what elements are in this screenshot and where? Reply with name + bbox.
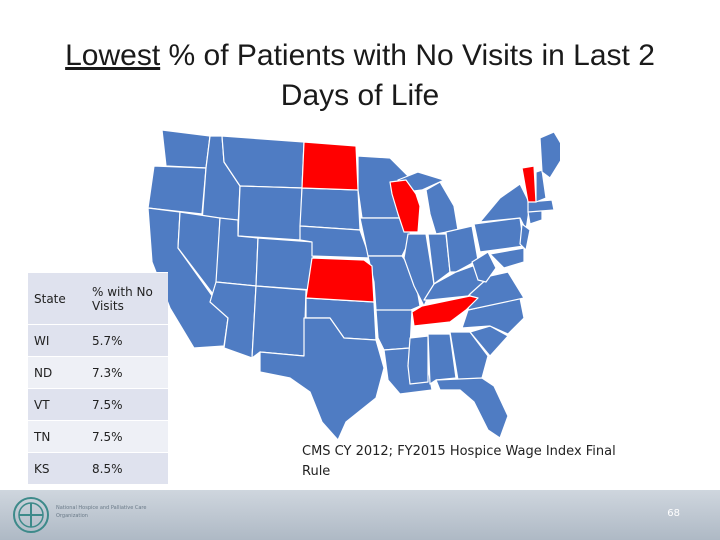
title-underlined-word: Lowest xyxy=(65,39,161,72)
state-ne xyxy=(299,225,371,259)
state-nd-highlight xyxy=(301,141,359,191)
table-cell-state: TN xyxy=(28,420,86,453)
state-ks-highlight xyxy=(305,257,375,303)
table-cell-pct: 5.7% xyxy=(86,324,168,357)
state-me xyxy=(539,131,560,179)
table-cell-state: KS xyxy=(28,452,86,485)
table-cell-state: WI xyxy=(28,324,86,357)
table-header-pct: % with No Visits xyxy=(86,272,168,325)
table-cell-state: ND xyxy=(28,356,86,389)
table-header-row: State % with No Visits xyxy=(28,272,168,325)
table-header-state: State xyxy=(28,272,86,325)
org-name: National Hospice and Palliative Care Org… xyxy=(56,505,147,519)
table-row: VT 7.5% xyxy=(28,388,168,421)
nhpco-logo-icon xyxy=(13,497,49,533)
table-cell-state: VT xyxy=(28,388,86,421)
table-row: ND 7.3% xyxy=(28,356,168,389)
state-wa xyxy=(161,129,211,169)
us-map xyxy=(147,129,560,441)
slide-title: Lowest % of Patients with No Visits in L… xyxy=(40,36,680,116)
state-table: State % with No Visits WI 5.7% ND 7.3% V… xyxy=(28,272,168,485)
state-co xyxy=(255,237,315,291)
state-tn-highlight xyxy=(411,295,479,327)
state-nh xyxy=(535,169,547,203)
state-vt-highlight xyxy=(521,165,537,203)
table-row: KS 8.5% xyxy=(28,452,168,485)
state-nm xyxy=(251,285,307,359)
state-oh xyxy=(445,225,479,273)
state-sc xyxy=(469,325,509,357)
state-sd xyxy=(299,187,361,231)
state-wy xyxy=(237,185,303,241)
table-row: WI 5.7% xyxy=(28,324,168,357)
state-ms xyxy=(407,335,429,385)
state-mi xyxy=(425,181,459,235)
source-note: CMS CY 2012; FY2015 Hospice Wage Index F… xyxy=(302,444,616,479)
state-ga xyxy=(449,331,489,381)
state-wv xyxy=(471,251,497,283)
state-or xyxy=(147,165,207,215)
table-cell-pct: 7.5% xyxy=(86,420,168,453)
state-wi-highlight xyxy=(389,179,421,233)
table-row: TN 7.5% xyxy=(28,420,168,453)
state-ar xyxy=(375,309,413,351)
state-fl xyxy=(435,377,509,439)
page-number: 68 xyxy=(667,508,680,519)
state-pa xyxy=(473,217,525,253)
state-md xyxy=(489,247,525,269)
title-rest: % of Patients with No Visits in Last 2 D… xyxy=(168,39,655,112)
state-ma xyxy=(527,199,555,213)
footer-bar: National Hospice and Palliative Care Org… xyxy=(0,490,720,540)
table-cell-pct: 7.3% xyxy=(86,356,168,389)
state-tx xyxy=(259,317,385,441)
table-cell-pct: 8.5% xyxy=(86,452,168,485)
state-nj xyxy=(519,223,531,251)
table-cell-pct: 7.5% xyxy=(86,388,168,421)
